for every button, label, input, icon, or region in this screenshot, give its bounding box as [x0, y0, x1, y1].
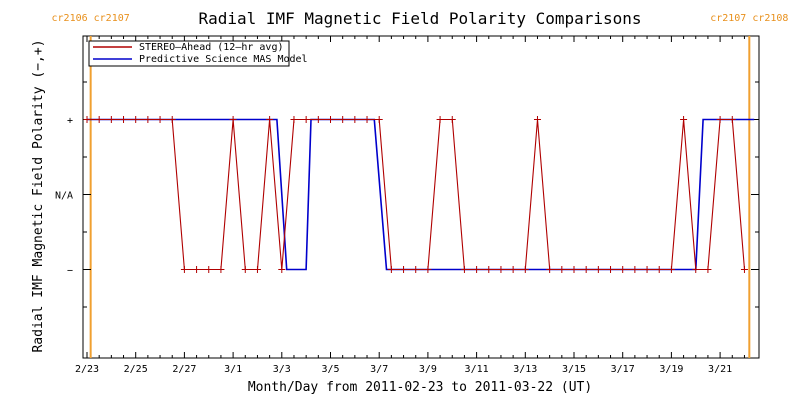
x-tick-label: 2/23: [75, 364, 99, 375]
carrington-label-right: cr2107: [94, 13, 130, 24]
x-tick-label: 3/5: [321, 364, 339, 375]
mas-model-line: [87, 118, 755, 271]
x-tick-label: 3/7: [370, 364, 388, 375]
series-layer: [83, 116, 755, 273]
chart-title: Radial IMF Magnetic Field Polarity Compa…: [198, 9, 641, 28]
x-tick-label: 3/11: [465, 364, 489, 375]
y-tick-label: +: [67, 116, 73, 127]
x-tick-label: 3/21: [708, 364, 732, 375]
x-tick-label: 3/3: [273, 364, 291, 375]
x-axis-label: Month/Day from 2011-02-23 to 2011-03-22 …: [248, 380, 592, 395]
plot-frame: [82, 35, 760, 359]
x-tick-label: 3/19: [659, 364, 683, 375]
carrington-label-left: cr2107: [710, 13, 746, 24]
carrington-lines: [89, 36, 751, 358]
y-axis-label: Radial IMF Magnetic Field Polarity (−,+): [31, 39, 46, 352]
stereo-ahead-line: [87, 118, 746, 271]
legend: STEREO–Ahead (12–hr avg) Predictive Scie…: [88, 40, 308, 67]
y-tick-label: −: [67, 266, 73, 277]
x-tick-label: 3/1: [224, 364, 242, 375]
legend-label-stereo: STEREO–Ahead (12–hr avg): [139, 42, 284, 53]
y-tick-label: N/A: [55, 191, 73, 202]
x-axis-ticks: 2/23 2/25 2/27 3/1 3/3 3/5 3/7 3/9 3/11 3/13 3/15 3…: [75, 36, 745, 375]
x-tick-label: 3/17: [611, 364, 635, 375]
carrington-label-right: cr2108: [752, 13, 788, 24]
legend-box: [88, 40, 290, 67]
x-tick-label: 3/9: [419, 364, 437, 375]
x-tick-label: 3/13: [513, 364, 537, 375]
x-tick-label: 2/27: [172, 364, 196, 375]
carrington-label-left: cr2106: [52, 13, 88, 24]
x-tick-label: 2/25: [124, 364, 148, 375]
y-axis-ticks: + N/A −: [55, 81, 759, 308]
legend-label-mas: Predictive Science MAS Model: [139, 54, 308, 65]
x-tick-label: 3/15: [562, 364, 586, 375]
carrington-labels: cr2106 cr2107 cr2107 cr2108: [52, 13, 789, 24]
